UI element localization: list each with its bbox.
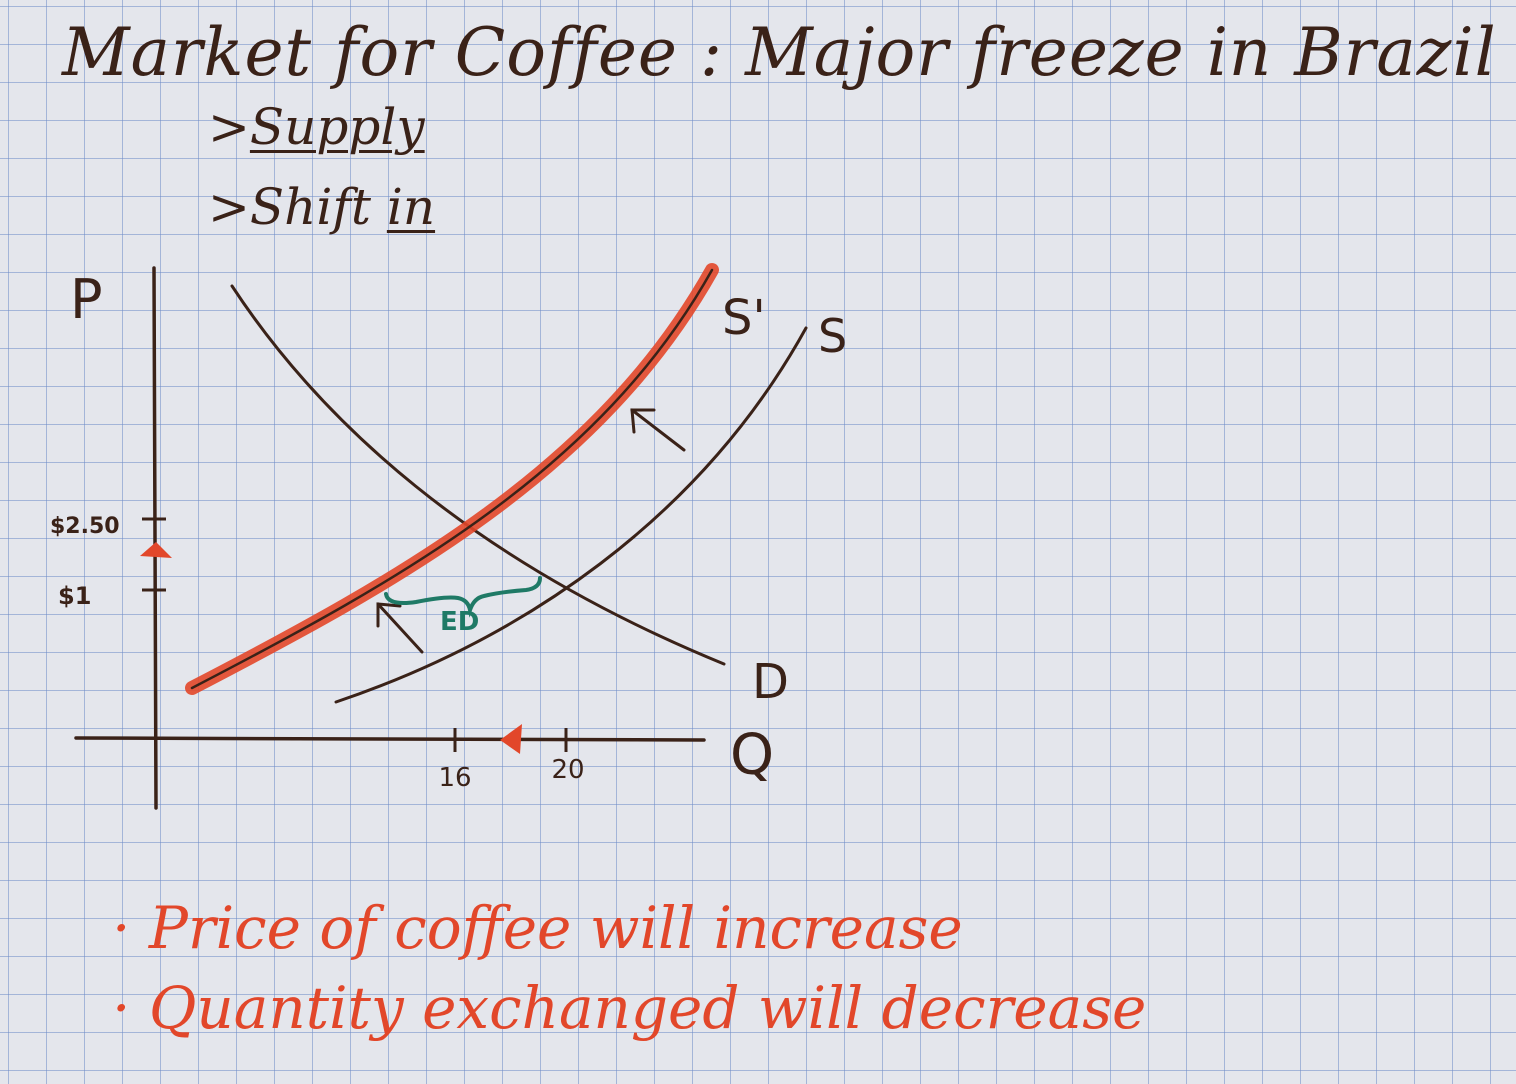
x-axis bbox=[74, 736, 706, 742]
note-shift-in: in bbox=[386, 178, 436, 236]
x-tick-label-16: 16 bbox=[438, 763, 471, 793]
y-axis-label: P bbox=[70, 268, 103, 331]
x-tick-label-20: 20 bbox=[551, 755, 584, 785]
y-tick-label-250: $2.50 bbox=[50, 514, 120, 539]
conclusion-quantity: Quantity exchanged will decrease bbox=[112, 968, 1146, 1048]
note-shift-arrow: > bbox=[208, 178, 250, 236]
excess-demand-brace bbox=[384, 576, 542, 618]
supply-curve-label: S bbox=[818, 309, 847, 363]
new-supply-curve-label: S' bbox=[722, 290, 766, 346]
price-up-marker bbox=[140, 542, 172, 558]
demand-curve bbox=[230, 284, 726, 666]
y-tick-label-1: $1 bbox=[58, 582, 91, 610]
note-supply: >Supply bbox=[208, 98, 425, 156]
y-axis bbox=[152, 266, 158, 810]
shift-arrow-lower bbox=[376, 602, 424, 654]
quantity-down-marker bbox=[500, 724, 522, 754]
supply-curve bbox=[334, 326, 808, 704]
diagram-title: Market for Coffee : Major freeze in Braz… bbox=[62, 14, 1497, 91]
new-supply-curve bbox=[190, 268, 714, 690]
x-axis-label: Q bbox=[730, 723, 774, 788]
note-shift: >Shift in bbox=[208, 178, 435, 236]
conclusions-list: Price of coffee will increase Quantity e… bbox=[112, 888, 1146, 1048]
note-shift-text: Shift bbox=[249, 178, 387, 236]
demand-curve-label: D bbox=[752, 654, 789, 710]
shift-arrow-upper bbox=[630, 408, 686, 452]
conclusion-price: Price of coffee will increase bbox=[112, 888, 1146, 968]
note-supply-arrow: > bbox=[208, 98, 250, 156]
note-supply-word: Supply bbox=[249, 98, 425, 156]
excess-demand-label: ED bbox=[440, 607, 479, 637]
